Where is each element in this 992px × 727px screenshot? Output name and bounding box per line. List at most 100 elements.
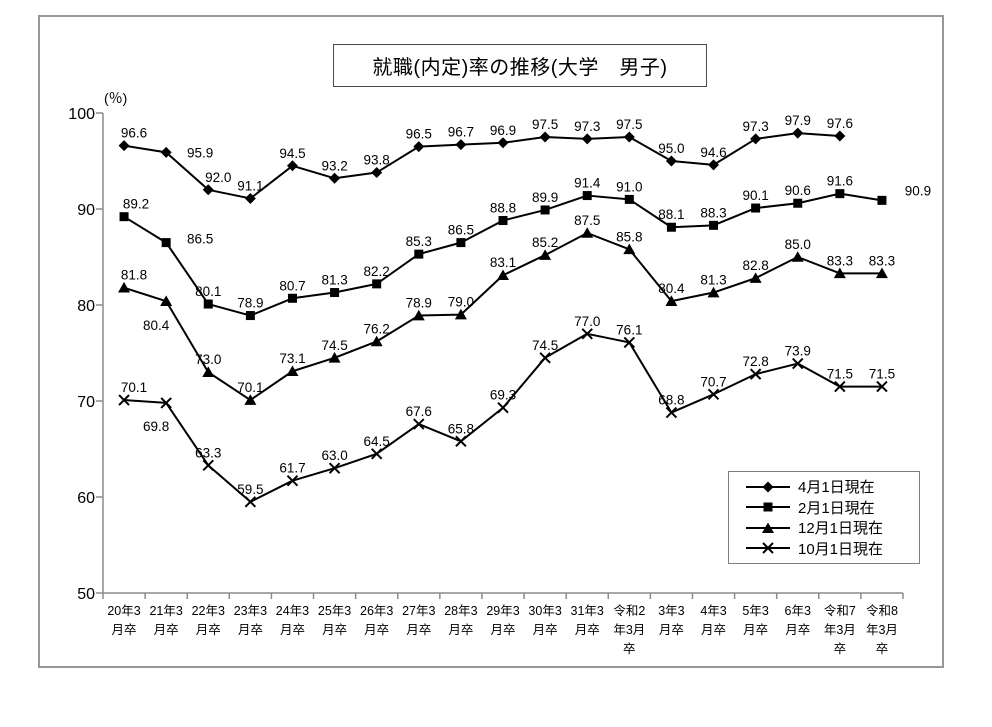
data-label: 71.5 [869, 367, 895, 382]
y-tick-label: 80 [77, 298, 95, 315]
x-marker [202, 459, 214, 472]
data-label: 80.1 [195, 284, 221, 299]
data-label: 90.6 [785, 183, 811, 198]
y-tick-label: 50 [77, 586, 95, 603]
data-label: 70.7 [700, 374, 726, 389]
diamond-marker [539, 131, 551, 143]
y-tick-label: 90 [77, 202, 95, 219]
data-label: 63.0 [321, 448, 347, 463]
data-label: 95.9 [187, 145, 213, 160]
diamond-marker [371, 167, 383, 179]
data-label: 73.9 [785, 344, 811, 359]
data-label: 94.5 [279, 146, 305, 161]
category-label: 24年3 月卒 [276, 604, 309, 637]
triangle-marker [118, 281, 131, 293]
category-label: 28年3 月卒 [444, 604, 477, 637]
data-label: 59.5 [237, 482, 263, 497]
data-label: 63.3 [195, 445, 221, 460]
data-label: 67.6 [406, 404, 432, 419]
square-marker [793, 198, 803, 208]
category-label: 30年3 月卒 [528, 604, 561, 637]
triangle-marker [286, 365, 299, 377]
data-label: 73.1 [279, 351, 305, 366]
chart-title: 就職(内定)率の推移(大学 男子) [333, 44, 707, 87]
data-label: 73.0 [195, 352, 221, 367]
data-label: 70.1 [237, 380, 263, 395]
data-label: 83.3 [827, 253, 853, 268]
category-label: 29年3 月卒 [486, 604, 519, 637]
data-label: 74.5 [532, 338, 558, 353]
triangle-marker [328, 352, 341, 363]
category-label: 令和7 年3月卒 [824, 603, 856, 656]
square-marker [161, 238, 171, 248]
triangle-marker [539, 249, 552, 260]
data-label: 93.8 [364, 153, 390, 168]
data-label: 76.2 [364, 321, 390, 336]
data-label: 96.6 [121, 126, 147, 141]
data-label: 91.0 [616, 179, 642, 194]
data-label: 91.6 [827, 174, 853, 189]
category-label: 31年3 月卒 [571, 604, 604, 637]
triangle-marker [623, 243, 636, 255]
data-label: 92.0 [205, 170, 231, 185]
data-label: 90.1 [742, 188, 768, 203]
square-marker [414, 249, 424, 259]
diamond-marker [160, 146, 172, 158]
square-marker [456, 238, 466, 248]
x-marker [581, 328, 593, 340]
data-label: 85.0 [785, 237, 811, 252]
data-label: 97.5 [616, 117, 642, 132]
data-label: 96.5 [406, 127, 432, 142]
data-label: 78.9 [406, 296, 432, 311]
data-label: 83.3 [869, 253, 895, 268]
legend-item-april1: 4月1日現在 [745, 477, 915, 497]
x-marker [286, 474, 299, 487]
triangle-marker [833, 267, 846, 279]
category-label: 3年3 月卒 [658, 604, 684, 637]
square-marker [751, 203, 761, 213]
triangle-marker [202, 366, 215, 377]
data-label: 97.5 [532, 117, 558, 132]
data-label: 71.5 [827, 367, 853, 382]
triangle-marker [665, 295, 678, 306]
x-marker [665, 406, 678, 419]
data-label: 89.2 [123, 197, 149, 212]
diamond-marker [581, 133, 593, 145]
data-label: 69.3 [490, 388, 516, 403]
y-tick-label: 100 [68, 106, 95, 123]
data-label: 96.7 [448, 125, 474, 140]
data-label: 77.0 [574, 314, 600, 329]
x-marker [707, 388, 720, 400]
data-label: 85.8 [616, 229, 642, 244]
square-marker [666, 222, 676, 232]
x-marker [623, 336, 636, 349]
y-tick-label: 60 [77, 490, 95, 507]
square-marker [709, 220, 719, 230]
data-label: 90.9 [905, 183, 931, 198]
triangle-marker [497, 269, 509, 281]
category-label: 5年3 月卒 [742, 604, 768, 637]
diamond-marker [792, 127, 804, 139]
data-label: 74.5 [321, 338, 347, 353]
x-marker-icon [746, 542, 790, 555]
category-label: 20年3 月卒 [107, 604, 140, 637]
category-label: 22年3 月卒 [192, 604, 225, 637]
square-marker [835, 189, 845, 199]
data-label: 61.7 [279, 461, 305, 476]
data-label: 91.4 [574, 176, 601, 191]
legend-item-oct1: 10月1日現在 [745, 538, 915, 558]
x-marker [160, 397, 172, 409]
x-marker [834, 380, 846, 393]
triangle-marker [749, 272, 762, 283]
diamond-marker [623, 131, 635, 143]
square-marker [498, 216, 508, 226]
x-marker [370, 448, 383, 460]
triangle-marker [875, 267, 888, 279]
triangle-marker [581, 227, 594, 238]
x-marker [749, 368, 762, 380]
data-label: 97.3 [574, 119, 600, 134]
category-label: 23年3 月卒 [234, 604, 267, 637]
data-label: 88.1 [658, 207, 684, 222]
square-marker [540, 205, 550, 215]
